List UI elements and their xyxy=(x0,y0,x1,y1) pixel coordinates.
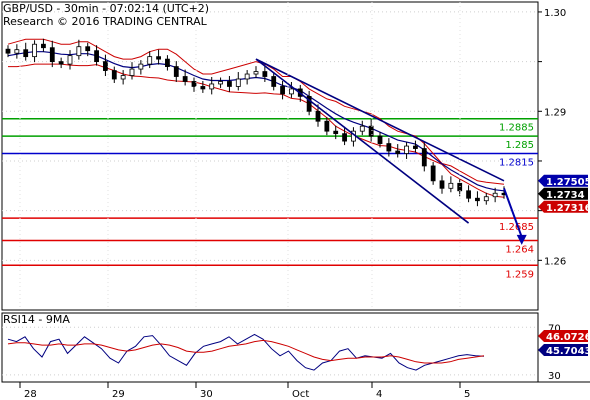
candle-body xyxy=(156,56,161,60)
candle-body xyxy=(430,165,436,182)
candle-body xyxy=(377,135,383,144)
price-tag xyxy=(538,187,588,200)
x-axis-label: 28 xyxy=(24,389,37,400)
rsi-value-tag xyxy=(538,330,588,342)
price-tag-label: 1.27505 xyxy=(546,177,590,188)
chart-subtitle: Research © 2016 TRADING CENTRAL xyxy=(3,15,208,28)
candle-body xyxy=(262,71,268,77)
candle-body xyxy=(58,61,64,65)
candle-body xyxy=(483,196,489,202)
candle-body xyxy=(439,180,445,189)
forecast-arrow-shaft xyxy=(503,187,523,238)
x-axis-label: Oct xyxy=(292,389,309,400)
rsi-value-tag-label: 45.7043 xyxy=(546,346,590,357)
price-tag xyxy=(538,200,588,213)
candle-body xyxy=(395,150,401,154)
candle-body xyxy=(271,76,277,87)
price-axis-label: 1.29 xyxy=(544,107,566,118)
candle-body xyxy=(280,86,285,95)
candle-body xyxy=(404,145,409,154)
candle-body xyxy=(253,71,259,75)
candle-body xyxy=(306,95,312,112)
candle-body xyxy=(191,81,197,87)
candle-body xyxy=(235,78,241,87)
x-axis-label: 5 xyxy=(464,389,470,400)
candle-body xyxy=(448,182,454,189)
rsi-ma-line xyxy=(7,339,485,364)
candle-body xyxy=(209,83,215,90)
level-label: 1.2685 xyxy=(499,222,534,233)
level-label: 1.264 xyxy=(505,244,534,255)
candle-body xyxy=(120,75,126,80)
price-axis-label: 1.26 xyxy=(544,256,566,267)
candle-body xyxy=(14,49,20,54)
candle-body xyxy=(5,48,11,54)
candle-body xyxy=(475,197,480,202)
candle-body xyxy=(218,81,223,85)
rsi-axis-label: 30 xyxy=(548,371,561,382)
price-tag-label: 1.2734 xyxy=(546,190,585,201)
rsi-value-tag-label: 46.0726 xyxy=(546,332,590,343)
candle-body xyxy=(386,143,392,152)
candle-body xyxy=(289,88,294,95)
price-panel: 1.26 1.29 1.30 1.2885 1.285 1.2815 1.2685 1.264… xyxy=(1,1,590,311)
candle-body xyxy=(23,49,29,58)
candle-body xyxy=(368,125,374,137)
candle-body xyxy=(359,125,365,132)
candle-body xyxy=(67,55,73,65)
forecast-arrow-head xyxy=(516,234,527,245)
candle-body xyxy=(85,46,91,52)
price-tag-label: 1.27316 xyxy=(546,203,590,214)
x-axis-label: 4 xyxy=(376,389,382,400)
candle-body xyxy=(324,120,330,132)
candle-body xyxy=(342,133,347,142)
level-label: 1.2815 xyxy=(499,158,534,169)
candle-body xyxy=(41,43,46,49)
candle-body xyxy=(457,182,463,192)
level-label: 1.285 xyxy=(505,140,534,151)
candle-body xyxy=(111,70,117,80)
level-label: 1.259 xyxy=(505,269,534,280)
candle-body xyxy=(244,73,250,80)
rsi-value-tag xyxy=(538,344,588,356)
price-axis-label: 1.30 xyxy=(544,8,566,19)
rsi-axis-label: 70 xyxy=(548,323,561,334)
candle-body xyxy=(173,66,179,77)
x-axis-label: 29 xyxy=(112,389,125,400)
candle-body xyxy=(103,61,108,71)
candle-body xyxy=(492,192,498,198)
chart-title: GBP/USD - 30min - 07:02:14 (UTC+2) xyxy=(3,2,209,15)
price-tag xyxy=(538,174,588,187)
channel-line xyxy=(255,58,470,224)
candle-body xyxy=(49,47,55,63)
price-plot-frame xyxy=(1,1,539,311)
candle-body xyxy=(138,63,144,70)
candle-body xyxy=(129,68,135,76)
candle-body xyxy=(413,145,418,149)
channel-line xyxy=(255,58,505,182)
candle-body xyxy=(200,86,206,90)
x-axis-label: 30 xyxy=(200,389,213,400)
candle-body xyxy=(421,148,427,167)
level-label: 1.2885 xyxy=(499,123,534,134)
bollinger-lower-band xyxy=(8,63,505,198)
candle-body xyxy=(94,50,99,63)
rsi-panel-title: RSI14 - 9MA xyxy=(3,313,70,326)
candle-body xyxy=(165,58,170,67)
candle-body xyxy=(466,190,471,199)
candle-body xyxy=(147,56,153,65)
candle-body xyxy=(315,110,321,122)
candle-body xyxy=(32,43,37,58)
candle-body xyxy=(76,46,82,57)
candle-body xyxy=(333,130,339,135)
candle-body xyxy=(182,76,188,82)
rsi-line xyxy=(7,333,485,371)
candle-body xyxy=(227,81,232,87)
